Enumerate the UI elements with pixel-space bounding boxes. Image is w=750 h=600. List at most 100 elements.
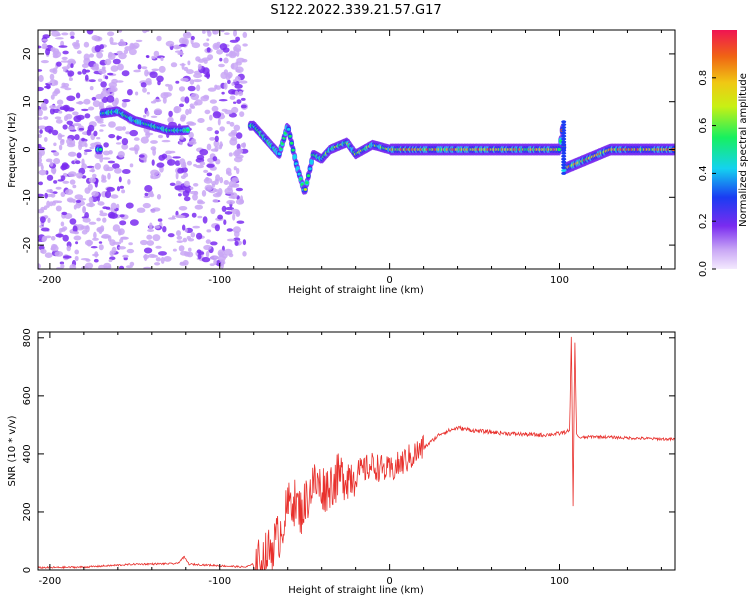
heatmap-noise-cell (108, 134, 116, 139)
heatmap-noise-cell (40, 102, 47, 110)
heatmap-noise-cell (231, 106, 239, 114)
heatmap-noise-cell (236, 143, 241, 150)
y-tick-label: 0 (22, 567, 33, 573)
heatmap-noise-cell (207, 30, 212, 37)
heatmap-noise-cell (98, 68, 107, 75)
heatmap-noise-cell (127, 179, 131, 185)
heatmap-noise-cell (202, 216, 208, 224)
heatmap-noise-cell (217, 214, 224, 220)
heatmap-noise-cell (225, 167, 232, 174)
heatmap-noise-cell (140, 136, 149, 144)
heatmap-noise-cell (51, 129, 59, 136)
heatmap-noise-cell (191, 42, 201, 49)
heatmap-noise-cell (66, 107, 75, 112)
x-tick-label: -200 (39, 275, 62, 286)
heatmap-noise-cell (227, 79, 231, 84)
heatmap-spike-cell (561, 140, 567, 144)
heatmap-noise-cell (38, 117, 43, 120)
heatmap-noise-cell (65, 113, 73, 120)
heatmap-noise-cell (61, 56, 68, 61)
heatmap-noise-cell (94, 45, 101, 53)
heatmap-noise-cell (82, 68, 87, 75)
heatmap-noise-cell (143, 247, 153, 254)
heatmap-noise-cell (180, 77, 189, 82)
heatmap-noise-cell (151, 68, 160, 72)
heatmap-noise-cell (158, 154, 166, 161)
heatmap-noise-cell (97, 201, 105, 206)
heatmap-noise-cell (49, 105, 57, 109)
heatmap-noise-cell (78, 127, 84, 131)
heatmap-spike-cell (561, 146, 567, 150)
heatmap-noise-cell (197, 200, 206, 205)
heatmap-noise-cell (82, 217, 91, 223)
heatmap-noise-cell (90, 246, 98, 249)
heatmap-noise-cell (99, 210, 104, 214)
heatmap-noise-cell (55, 205, 62, 212)
heatmap-noise-cell (70, 35, 75, 39)
y-tick-label: 200 (22, 502, 33, 521)
heatmap-noise-cell (209, 137, 216, 141)
x-tick-label: -200 (39, 576, 62, 587)
heatmap-noise-cell (110, 194, 119, 199)
heatmap-noise-cell (212, 193, 222, 198)
heatmap-noise-cell (110, 202, 117, 210)
heatmap-noise-cell (193, 73, 203, 79)
heatmap-noise-cell (45, 83, 51, 90)
heatmap-noise-cell (75, 92, 81, 99)
heatmap-noise-cell (44, 192, 48, 199)
heatmap-noise-cell (176, 180, 181, 185)
heatmap-marks (38, 30, 675, 269)
heatmap-noise-cell (68, 77, 73, 81)
heatmap-noise-cell (206, 126, 213, 132)
heatmap-noise-cell (205, 177, 210, 182)
heatmap-noise-cell (229, 121, 235, 127)
heatmap-noise-cell (92, 173, 97, 178)
heatmap-noise-cell (240, 104, 247, 109)
heatmap-noise-cell (125, 131, 131, 135)
heatmap-noise-cell (88, 196, 94, 203)
heatmap-noise-cell (210, 255, 219, 261)
heatmap-noise-cell (49, 73, 55, 81)
heatmap-noise-cell (239, 80, 248, 84)
heatmap-noise-cell (196, 232, 203, 240)
heatmap-noise-cell (179, 135, 184, 140)
heatmap-ridge-core (98, 148, 103, 151)
heatmap-spike-cell (561, 149, 567, 152)
heatmap-noise-cell (122, 126, 126, 131)
heatmap-noise-cell (195, 56, 201, 62)
heatmap-spike-cell (561, 134, 567, 138)
heatmap-noise-cell (133, 137, 140, 141)
heatmap-noise-cell (50, 193, 56, 198)
heatmap-noise-cell (221, 205, 227, 212)
heatmap-noise-cell (72, 41, 80, 47)
heatmap-noise-cell (49, 68, 56, 73)
heatmap-noise-cell (144, 192, 149, 197)
heatmap-noise-cell (84, 187, 91, 194)
heatmap-noise-cell (141, 66, 148, 70)
heatmap-noise-cell (52, 244, 58, 249)
heatmap-noise-cell (162, 226, 167, 233)
heatmap-noise-cell (234, 231, 240, 238)
heatmap-noise-cell (108, 150, 113, 155)
heatmap-noise-cell (165, 40, 175, 47)
heatmap-noise-cell (191, 212, 197, 218)
x-tick-label: -100 (208, 275, 231, 286)
heatmap-noise-cell (67, 126, 76, 131)
heatmap-noise-cell (235, 69, 241, 73)
heatmap-noise-cell (155, 257, 161, 262)
heatmap-noise-cell (157, 218, 163, 222)
heatmap-spike-cell (561, 157, 567, 161)
heatmap-noise-cell (121, 143, 129, 150)
colorbar-ticks: 0.0 0.2 0.4 0.6 0.8 (698, 70, 716, 277)
heatmap-noise-cell (204, 109, 211, 115)
heatmap-noise-cell (107, 31, 115, 37)
heatmap-noise-cell (105, 75, 109, 80)
heatmap-noise-cell (125, 202, 134, 209)
heatmap-noise-cell (217, 118, 221, 126)
heatmap-noise-cell (220, 262, 224, 269)
heatmap-noise-cell (226, 200, 236, 205)
heatmap-noise-cell (112, 241, 122, 245)
heatmap-noise-cell (143, 266, 152, 269)
heatmap-noise-cell (129, 261, 135, 267)
heatmap-noise-cell (156, 162, 165, 168)
